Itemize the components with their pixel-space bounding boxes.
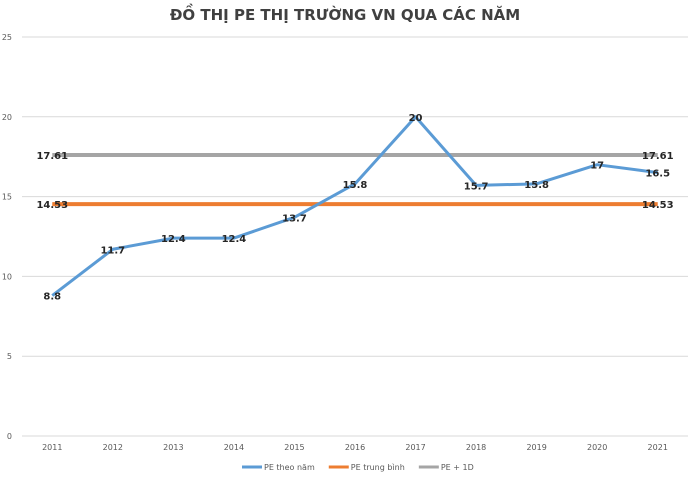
- x-tick-label: 2015: [284, 443, 304, 452]
- x-tick-label: 2014: [224, 443, 244, 452]
- data-label: 15.8: [524, 180, 549, 191]
- data-label: 14.53: [36, 200, 68, 211]
- data-label: 17.61: [36, 151, 68, 162]
- x-tick-label: 2012: [103, 443, 123, 452]
- data-label: 8.8: [43, 292, 61, 303]
- legend-entry: PE theo năm: [264, 463, 315, 472]
- x-tick-label: 2019: [526, 443, 546, 452]
- y-tick-label: 15: [2, 193, 12, 202]
- data-label: 12.4: [161, 234, 186, 245]
- x-tick-label: 2017: [405, 443, 425, 452]
- y-tick-label: 0: [7, 432, 12, 441]
- x-tick-label: 2016: [345, 443, 365, 452]
- data-label: 12.4: [222, 234, 247, 245]
- y-tick-label: 10: [2, 272, 12, 281]
- data-label: 17: [590, 161, 604, 172]
- x-tick-label: 2011: [42, 443, 62, 452]
- chart-title: ĐỒ THỊ PE THỊ TRƯỜNG VN QUA CÁC NĂM: [169, 6, 521, 24]
- data-label: 15.8: [343, 180, 368, 191]
- data-label: 20: [409, 113, 423, 124]
- y-tick-label: 25: [2, 33, 12, 42]
- x-tick-label: 2018: [466, 443, 486, 452]
- data-label: 14.53: [642, 200, 674, 211]
- x-tick-label: 2020: [587, 443, 607, 452]
- y-tick-label: 5: [7, 352, 12, 361]
- legend-entry: PE trung bình: [351, 463, 405, 472]
- x-tick-label: 2013: [163, 443, 183, 452]
- x-tick-label: 2021: [648, 443, 668, 452]
- data-label: 16.5: [645, 169, 670, 180]
- data-label: 11.7: [100, 245, 125, 256]
- data-label: 17.61: [642, 151, 674, 162]
- y-tick-label: 20: [2, 113, 12, 122]
- series-line-0: [51, 115, 658, 297]
- data-label: 13.7: [282, 213, 307, 224]
- data-label: 15.7: [464, 181, 489, 192]
- legend-entry: PE + 1D: [441, 463, 474, 472]
